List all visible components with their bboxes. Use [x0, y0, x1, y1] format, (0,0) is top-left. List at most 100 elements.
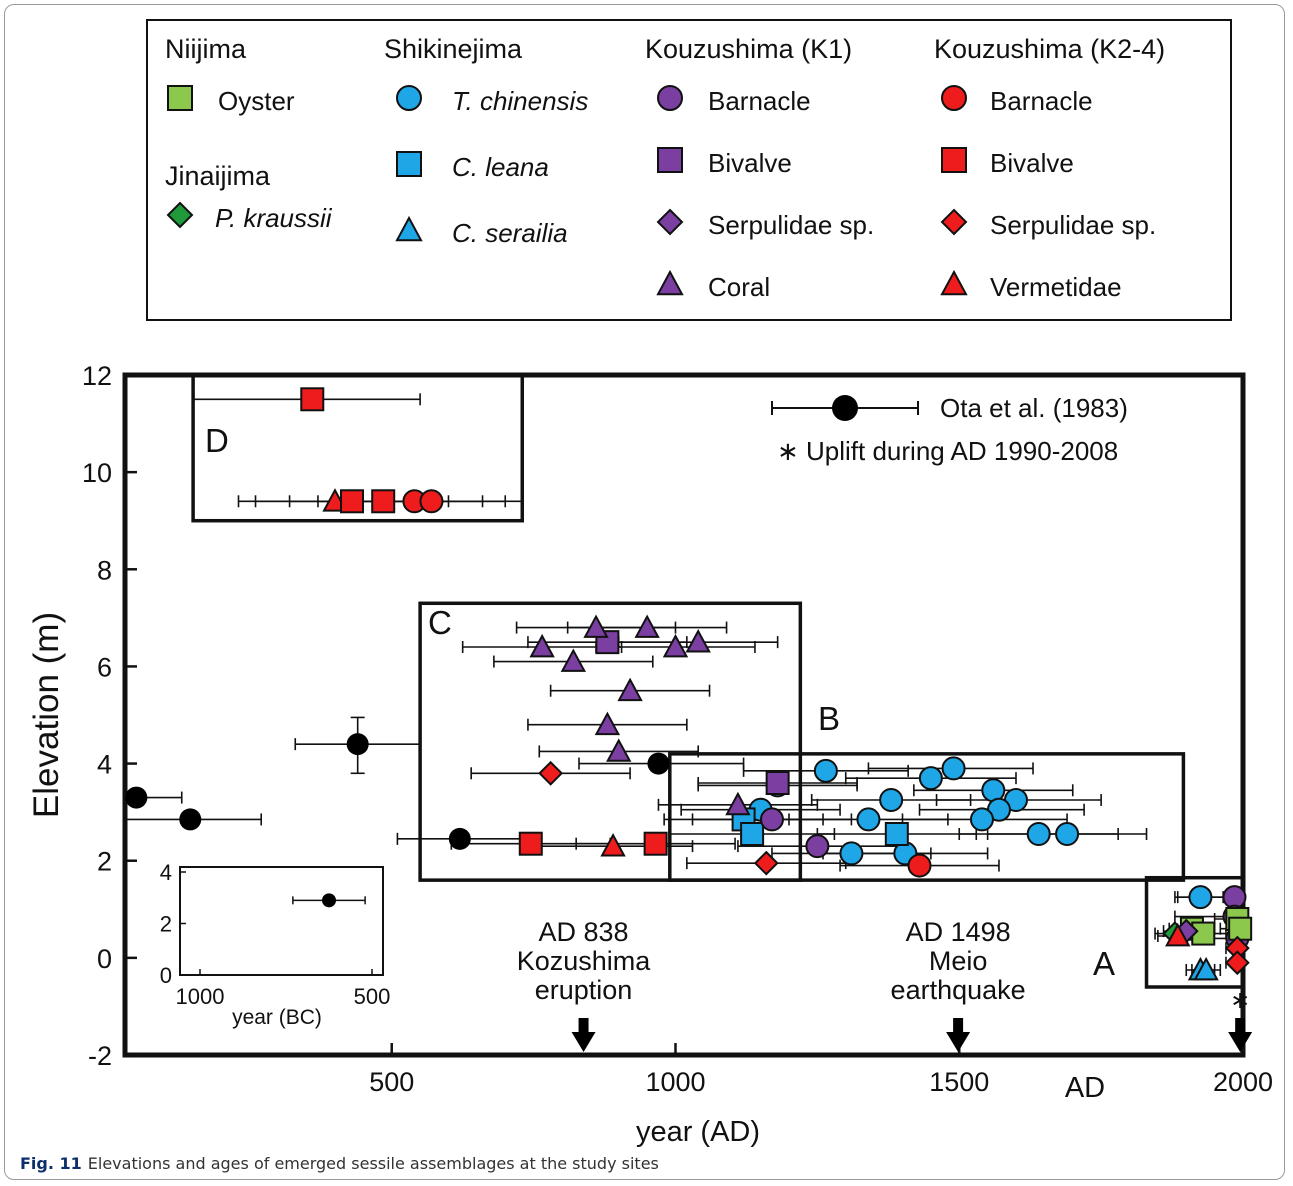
data-point-circle [1055, 822, 1080, 846]
legend-marker-triangle [395, 215, 423, 242]
data-point-circle [1026, 822, 1051, 846]
legend-marker-diamond [940, 208, 968, 236]
data-point-triangle [600, 833, 626, 857]
ota-legend-marker [832, 395, 858, 421]
legend-title: Jinaijima [165, 161, 271, 191]
caption-text: Elevations and ages of emerged sessile a… [87, 1154, 659, 1173]
data-point-triangle [583, 614, 609, 638]
group-box-label: D [205, 422, 229, 459]
inset-frame [179, 866, 384, 976]
inset-point [322, 893, 336, 908]
legend-label: C. leana [452, 152, 549, 182]
data-point-circle [839, 841, 864, 866]
y-tick-label: 8 [97, 555, 112, 585]
data-point-circle [759, 807, 784, 832]
data-point-square [340, 489, 365, 514]
y-tick-label: 0 [97, 944, 112, 974]
legend-marker-square [657, 147, 683, 173]
data-point-triangle [634, 614, 660, 638]
data-point-triangle [725, 791, 751, 816]
data-point-triangle [617, 677, 643, 702]
x-unit-label: AD [1065, 1072, 1105, 1104]
x-tick-label: 500 [369, 1067, 414, 1097]
legend-label: T. chinensis [452, 86, 588, 116]
inset-x-axis-label: year (BC) [232, 1006, 322, 1029]
data-point-diamond [753, 850, 779, 876]
data-point-circle [813, 758, 838, 783]
event-arrow [946, 1018, 971, 1052]
ota-legend-label: Ota et al. (1983) [940, 393, 1128, 423]
data-point-square [884, 822, 909, 846]
event-arrow [571, 1018, 596, 1052]
legend-marker-triangle [656, 269, 684, 296]
inset-y-tick-label: 0 [160, 963, 172, 988]
data-point-circle [1188, 885, 1213, 910]
ota-point [448, 827, 471, 850]
figure-caption: Fig. 11 Elevations and ages of emerged se… [20, 1154, 659, 1173]
legend-label: Serpulidae sp. [708, 210, 874, 240]
y-tick-label: 6 [97, 652, 112, 682]
legend-marker-diamond [166, 201, 194, 229]
legend-label: C. serailia [452, 218, 568, 248]
legend-title: Niijima [165, 34, 247, 64]
plot-frame [122, 372, 1246, 1058]
data-point-circle [969, 807, 994, 832]
legend-label: Bivalve [990, 148, 1074, 178]
y-tick-label: 4 [97, 750, 112, 780]
group-box-label: C [428, 604, 452, 641]
legend-title: Shikinejima [384, 34, 523, 64]
figure-frame [4, 4, 1285, 1180]
inset-x-tick-label: 1000 [176, 984, 225, 1009]
legend-label: Serpulidae sp. [990, 210, 1156, 240]
group-box-label: A [1093, 945, 1115, 982]
data-point-square [643, 831, 668, 856]
event-label: ∗ [1230, 987, 1250, 1014]
legend-marker-square [167, 85, 193, 111]
legend-label: Coral [708, 272, 770, 302]
legend-marker-circle [396, 85, 422, 111]
y-axis-label: Elevation (m) [27, 612, 66, 818]
data-point-square [740, 822, 765, 846]
y-tick-label: 2 [97, 847, 112, 877]
x-axis-label: year (AD) [636, 1116, 760, 1148]
data-point-triangle [662, 633, 689, 658]
legend-label: P. kraussii [215, 203, 333, 233]
event-label: Meio [929, 946, 988, 976]
data-point-circle [805, 834, 830, 859]
legend-label: Bivalve [708, 148, 792, 178]
data-point-circle [907, 853, 932, 878]
event-label: earthquake [891, 975, 1026, 1005]
event-label: eruption [535, 975, 633, 1005]
legend-marker-triangle [940, 269, 968, 296]
legend-label: Vermetidae [990, 272, 1122, 302]
data-point-triangle [529, 633, 555, 658]
data-point-triangle [560, 648, 587, 672]
legend-marker-square [941, 147, 967, 173]
data-point-triangle [594, 711, 621, 736]
group-box-label: B [818, 700, 840, 737]
inset-y-tick-label: 4 [160, 860, 172, 885]
data-point-triangle [1193, 956, 1219, 981]
legend-marker-diamond [656, 208, 684, 236]
uplift-note: ∗ Uplift during AD 1990-2008 [777, 436, 1118, 466]
data-point-circle [941, 756, 966, 781]
y-tick-label: 10 [82, 458, 112, 488]
y-tick-label: -2 [88, 1041, 112, 1071]
data-point-circle [419, 489, 444, 514]
ota-point [346, 733, 369, 756]
data-point-square [765, 771, 790, 795]
caption-label: Fig. 11 [20, 1154, 82, 1173]
event-label: AD 1498 [906, 917, 1011, 947]
legend-title: Kouzushima (K2-4) [934, 34, 1165, 64]
legend-marker-circle [657, 85, 683, 111]
legend-title: Kouzushima (K1) [645, 34, 852, 64]
legend-label: Oyster [218, 86, 295, 116]
x-tick-label: 1500 [929, 1067, 989, 1097]
data-point-square [371, 489, 396, 514]
data-point-triangle [606, 738, 632, 762]
legend-label: Barnacle [708, 86, 811, 116]
legend-marker-circle [941, 85, 967, 111]
event-label: Kozushima [517, 946, 652, 976]
